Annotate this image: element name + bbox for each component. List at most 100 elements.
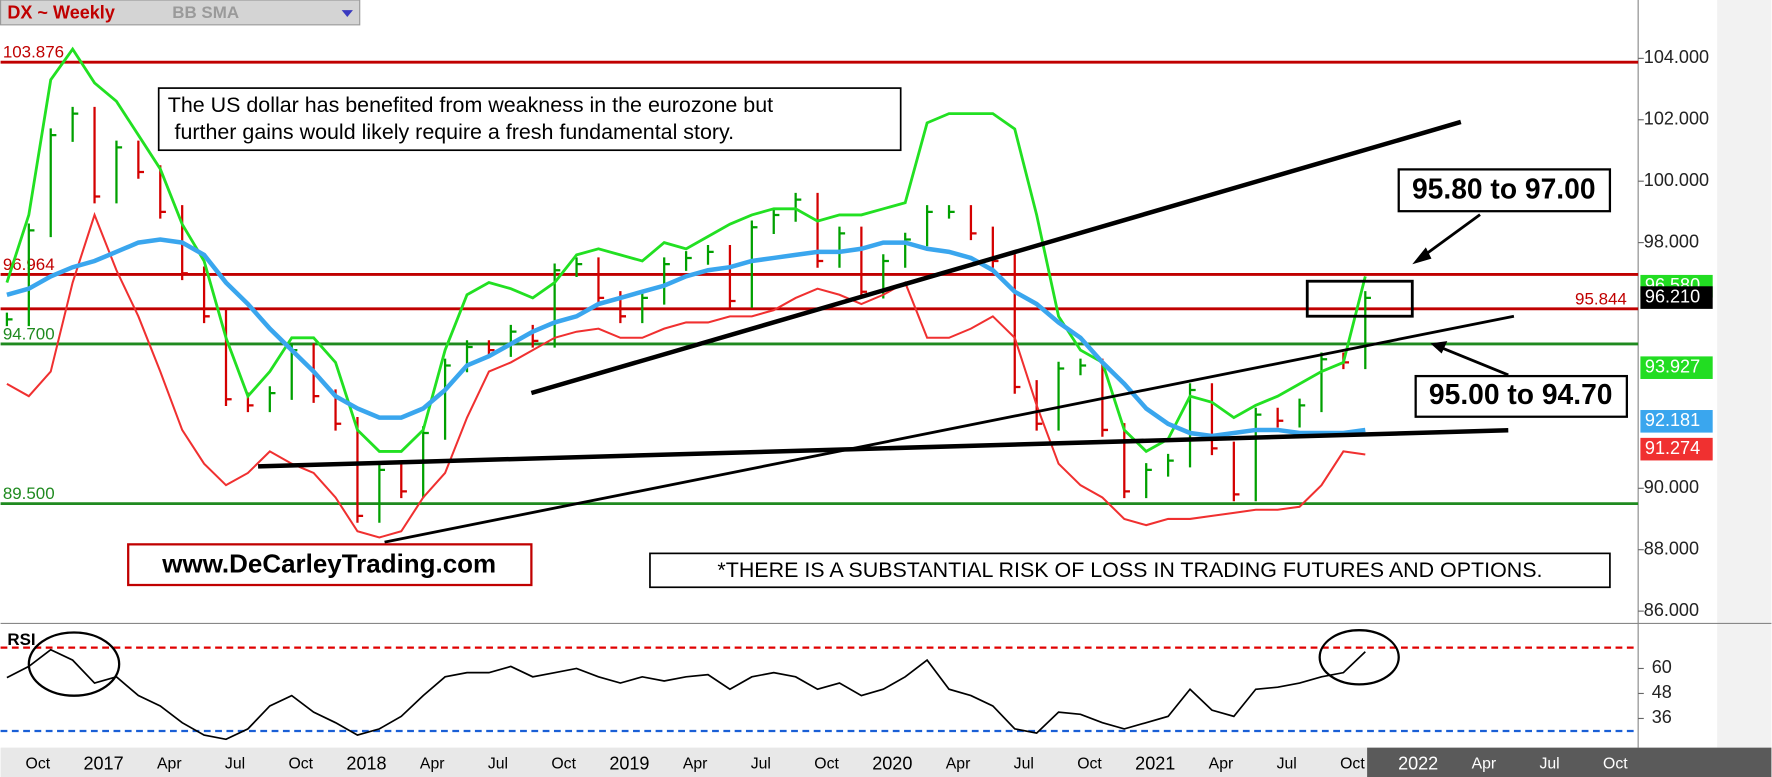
x-tick-label: Oct — [814, 756, 839, 773]
indicator-line — [6, 237, 1366, 439]
dropdown-arrow[interactable] — [341, 10, 353, 17]
x-tick-label: 2021 — [1135, 753, 1175, 773]
x-tick-label: Oct — [288, 756, 313, 773]
rsi-title: RSI — [7, 630, 35, 649]
price-bar — [93, 106, 101, 204]
indicator-line — [5, 46, 1367, 454]
y-tick-label: 98.000 — [1644, 231, 1699, 251]
price-bar — [1166, 453, 1174, 477]
price-bar — [1254, 407, 1262, 502]
price-bar — [443, 358, 451, 440]
price-bar — [356, 417, 364, 523]
last-value-tag — [1640, 286, 1713, 309]
x-tick-label: Oct — [1077, 756, 1102, 773]
price-bar — [400, 463, 407, 499]
arrow — [1441, 346, 1509, 377]
price-bar — [1123, 423, 1130, 499]
support-label: 95.00 to 94.70 — [1429, 378, 1613, 410]
x-tick-label: Jul — [488, 756, 508, 773]
x-tick-label: Oct — [1340, 756, 1365, 773]
x-tick-label: Jul — [1540, 756, 1560, 773]
rsi-line — [6, 648, 1366, 741]
price-bar — [1145, 463, 1152, 499]
x-tick-label: 2019 — [609, 753, 649, 773]
x-tick-label: Oct — [551, 756, 576, 773]
price-bar — [5, 312, 13, 327]
price-bar — [531, 324, 539, 348]
y-tick-label: 104.000 — [1644, 47, 1709, 67]
price-bar — [224, 309, 232, 407]
level-label: 103.876 — [3, 43, 64, 62]
trendline — [384, 314, 1515, 544]
arrow — [1420, 213, 1481, 259]
x-axis-band — [0, 747, 1368, 777]
arrowhead — [1412, 247, 1432, 265]
price-bar — [816, 192, 824, 268]
y-tick-label: 100.000 — [1644, 170, 1709, 190]
y-tick-label: 86.000 — [1644, 600, 1699, 620]
y-tick-label: 60 — [1652, 657, 1672, 677]
website-box — [127, 543, 533, 587]
last-value-label: 92.181 — [1645, 410, 1700, 430]
price-bar — [947, 205, 955, 219]
website: www.DeCarleyTrading.com — [161, 549, 496, 579]
price-bar — [202, 266, 210, 324]
price-bar — [159, 165, 166, 219]
x-tick-label: 2022 — [1398, 753, 1438, 773]
level-label: 89.500 — [3, 484, 55, 503]
price-bar — [509, 324, 517, 357]
target-label-box — [1397, 168, 1612, 213]
price-bar — [1276, 407, 1284, 428]
price-bar — [794, 192, 802, 222]
y-tick-label: 36 — [1652, 707, 1672, 727]
price-bar — [71, 106, 79, 142]
price-bar — [1057, 361, 1065, 431]
price-bar — [969, 205, 977, 241]
x-tick-label: Jul — [1277, 756, 1297, 773]
price-bar — [772, 208, 780, 235]
x-tick-label: Apr — [1209, 756, 1234, 773]
disclaimer-box — [649, 552, 1611, 589]
y-tick-label: 48 — [1652, 682, 1672, 702]
x-tick-label: Jul — [225, 756, 245, 773]
price-bar — [641, 291, 648, 324]
price-bar — [663, 257, 670, 305]
price-bar — [268, 386, 276, 413]
last-value-tag — [1640, 437, 1713, 461]
symbol: DX ~ Weekly — [7, 2, 115, 22]
price-bar — [1079, 358, 1087, 376]
price-bar — [27, 223, 35, 327]
x-axis-future-band — [1367, 747, 1772, 777]
support-label-box — [1414, 374, 1628, 418]
x-tick-label: Jul — [1014, 756, 1034, 773]
price-bar — [838, 226, 846, 268]
disclaimer: *THERE IS A SUBSTANTIAL RISK OF LOSS IN … — [717, 558, 1542, 582]
price-bar — [991, 226, 999, 268]
price-bar — [1232, 441, 1240, 502]
price-bar — [684, 251, 692, 271]
x-tick-label: Apr — [157, 756, 182, 773]
y-tick-label: 102.000 — [1644, 109, 1709, 129]
price-bar — [575, 257, 583, 278]
last-value-label: 93.927 — [1645, 356, 1700, 376]
study: BB SMA — [172, 3, 239, 22]
x-tick-label: Apr — [946, 756, 971, 773]
arrowhead — [1430, 341, 1448, 354]
level-label: 95.844 — [1575, 289, 1627, 308]
price-bar — [378, 463, 386, 523]
trendline — [530, 119, 1462, 396]
highlight-circle — [1318, 629, 1400, 686]
price-bar — [728, 245, 736, 308]
indicator-line — [6, 211, 1366, 539]
highlight-circle — [27, 631, 121, 697]
price-bar — [1320, 352, 1328, 413]
x-tick-label: 2018 — [346, 753, 386, 773]
price-bar — [750, 220, 758, 308]
note-box — [157, 87, 902, 152]
price-bar — [1364, 291, 1371, 370]
target-label: 95.80 to 97.00 — [1412, 172, 1596, 204]
header-box[interactable] — [0, 0, 361, 26]
last-value-tag — [1640, 410, 1713, 433]
